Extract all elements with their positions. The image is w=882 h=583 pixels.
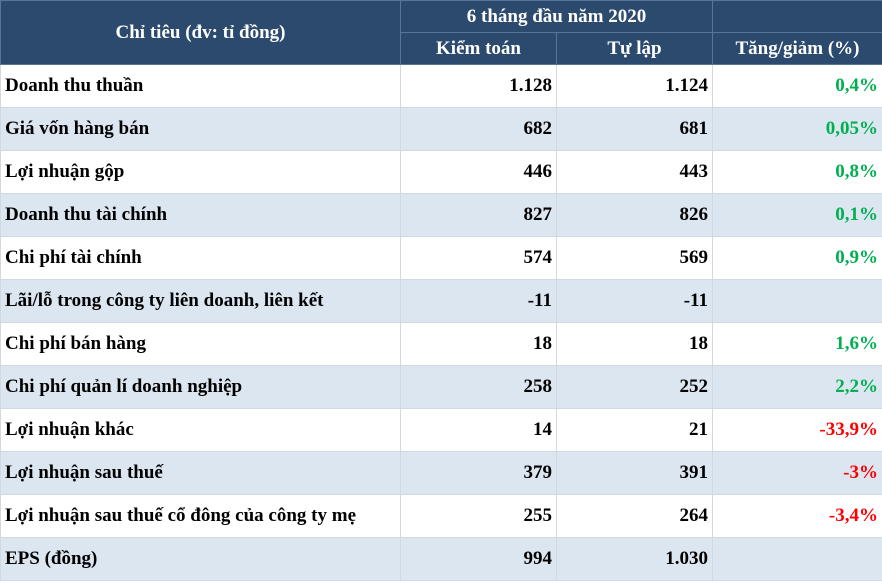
table-row: Lợi nhuận gộp 446 443 0,8% xyxy=(0,150,882,194)
header-group: 6 tháng đầu năm 2020 xyxy=(400,0,713,33)
self-value: 21 xyxy=(556,408,713,452)
self-value: 826 xyxy=(556,193,713,237)
audited-value: 379 xyxy=(400,451,557,495)
self-value: 264 xyxy=(556,494,713,538)
self-value: 443 xyxy=(556,150,713,194)
table-row: Doanh thu thuần 1.128 1.124 0,4% xyxy=(0,64,882,108)
self-value: 1.030 xyxy=(556,537,713,581)
change-value: -33,9% xyxy=(712,408,882,452)
change-value: 0,4% xyxy=(712,64,882,108)
self-value: -11 xyxy=(556,279,713,323)
row-label: Chi phí quản lí doanh nghiệp xyxy=(0,365,401,409)
row-label: Doanh thu thuần xyxy=(0,64,401,108)
table-row: Chi phí quản lí doanh nghiệp 258 252 2,2% xyxy=(0,365,882,409)
audited-value: 446 xyxy=(400,150,557,194)
row-label: Lợi nhuận sau thuế cổ đông của công ty m… xyxy=(0,494,401,538)
row-label: Chi phí bán hàng xyxy=(0,322,401,366)
row-label: Lợi nhuận sau thuế xyxy=(0,451,401,495)
row-label: Giá vốn hàng bán xyxy=(0,107,401,151)
table-row: EPS (đồng) 994 1.030 xyxy=(0,537,882,581)
row-label: EPS (đồng) xyxy=(0,537,401,581)
table-row: Lợi nhuận khác 14 21 -33,9% xyxy=(0,408,882,452)
header-column: Tự lập xyxy=(556,32,713,65)
table-body: Doanh thu thuần 1.128 1.124 0,4% Giá vốn hàn… xyxy=(0,64,882,581)
table-row: Giá vốn hàng bán 682 681 0,05% xyxy=(0,107,882,151)
audited-value: 18 xyxy=(400,322,557,366)
change-value: 1,6% xyxy=(712,322,882,366)
self-value: 681 xyxy=(556,107,713,151)
row-label: Lợi nhuận gộp xyxy=(0,150,401,194)
audited-value: 14 xyxy=(400,408,557,452)
table-row: Chi phí bán hàng 18 18 1,6% xyxy=(0,322,882,366)
change-value: 0,9% xyxy=(712,236,882,280)
row-label: Chi phí tài chính xyxy=(0,236,401,280)
change-value: -3% xyxy=(712,451,882,495)
audited-value: 1.128 xyxy=(400,64,557,108)
table-row: Doanh thu tài chính 827 826 0,1% xyxy=(0,193,882,237)
header-column: Tăng/giảm (%) xyxy=(712,32,882,65)
table-row: Lãi/lỗ trong công ty liên doanh, liên kế… xyxy=(0,279,882,323)
header-column: Kiểm toán xyxy=(400,32,557,65)
change-value: 0,1% xyxy=(712,193,882,237)
self-value: 18 xyxy=(556,322,713,366)
audited-value: 255 xyxy=(400,494,557,538)
header-first: Chỉ tiêu (đv: tỉ đồng) xyxy=(0,0,401,65)
audited-value: 574 xyxy=(400,236,557,280)
self-value: 252 xyxy=(556,365,713,409)
table-row: Lợi nhuận sau thuế cổ đông của công ty m… xyxy=(0,494,882,538)
table-row: Chi phí tài chính 574 569 0,9% xyxy=(0,236,882,280)
audited-value: -11 xyxy=(400,279,557,323)
self-value: 391 xyxy=(556,451,713,495)
row-label: Lãi/lỗ trong công ty liên doanh, liên kế… xyxy=(0,279,401,323)
change-value: 2,2% xyxy=(712,365,882,409)
table-row: Lợi nhuận sau thuế 379 391 -3% xyxy=(0,451,882,495)
change-value: 0,8% xyxy=(712,150,882,194)
audited-value: 682 xyxy=(400,107,557,151)
change-value xyxy=(712,279,882,323)
change-value: -3,4% xyxy=(712,494,882,538)
audited-value: 994 xyxy=(400,537,557,581)
header-blank xyxy=(712,0,882,33)
self-value: 1.124 xyxy=(556,64,713,108)
audited-value: 827 xyxy=(400,193,557,237)
audited-value: 258 xyxy=(400,365,557,409)
change-value xyxy=(712,537,882,581)
self-value: 569 xyxy=(556,236,713,280)
row-label: Lợi nhuận khác xyxy=(0,408,401,452)
row-label: Doanh thu tài chính xyxy=(0,193,401,237)
change-value: 0,05% xyxy=(712,107,882,151)
